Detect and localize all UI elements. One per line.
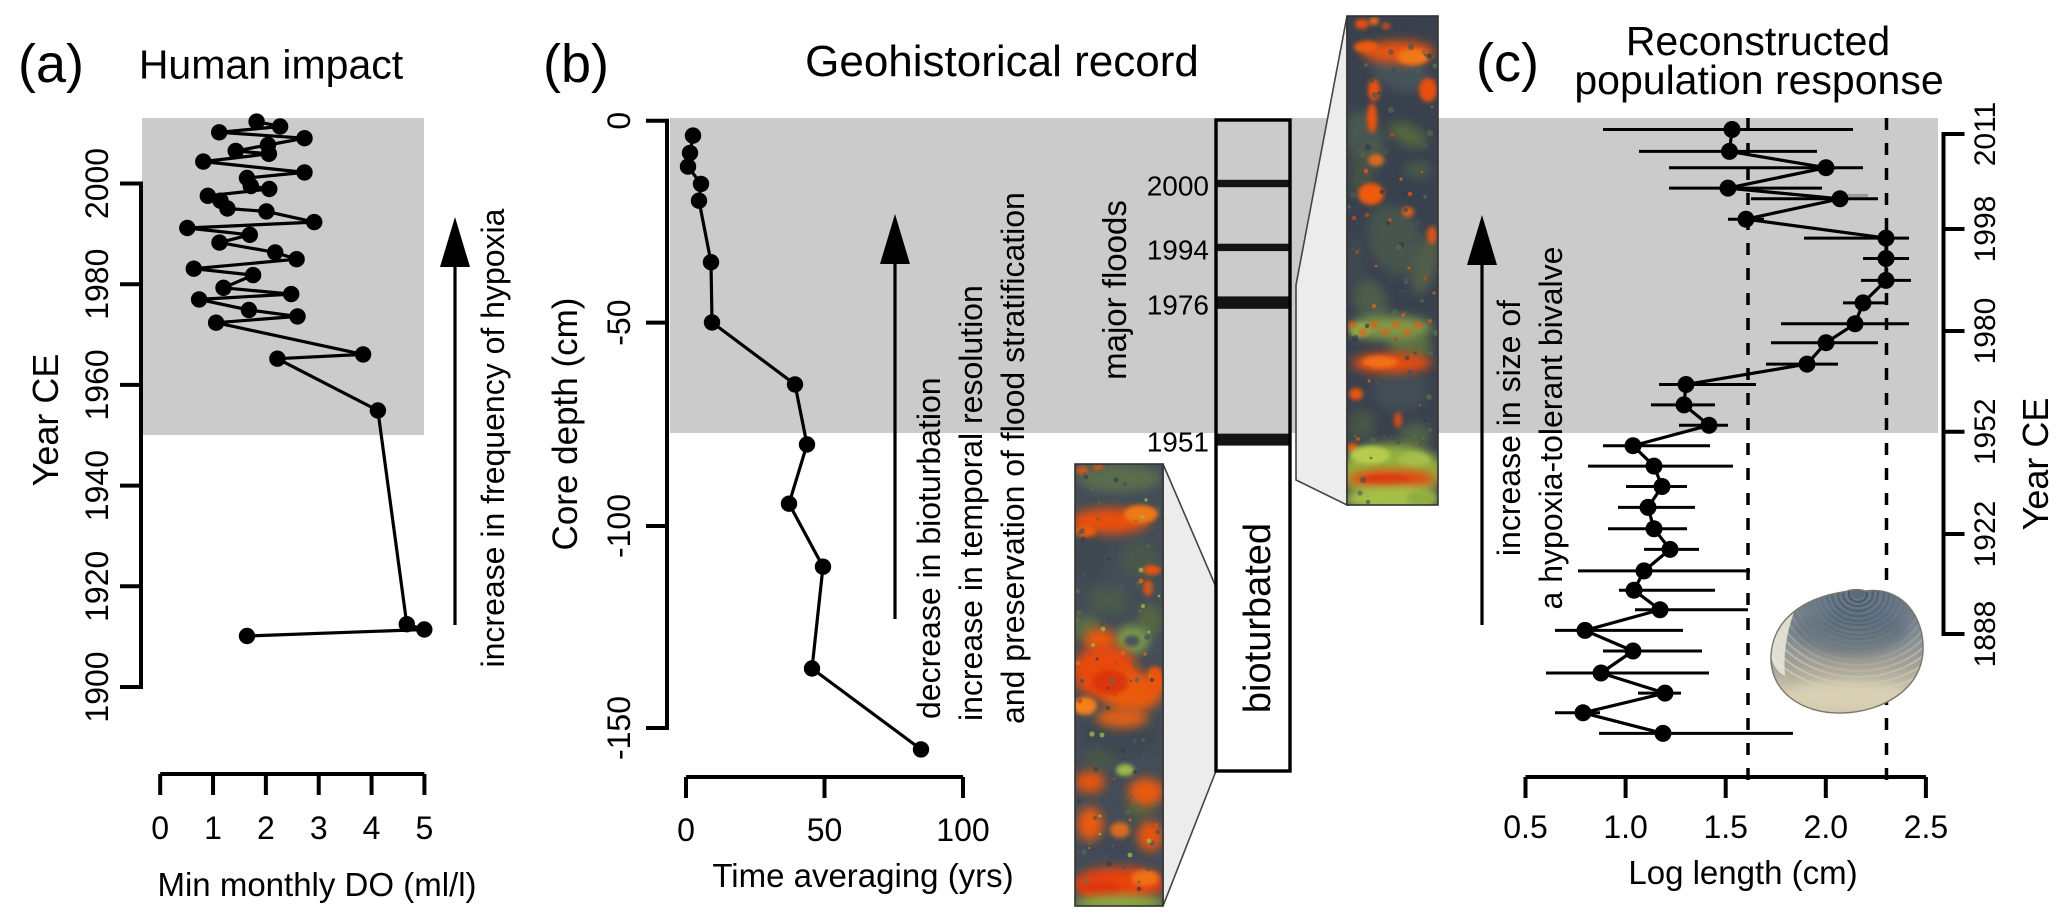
svg-text:population response: population response xyxy=(1574,57,1943,103)
svg-text:major floods: major floods xyxy=(1096,200,1133,380)
svg-text:-100: -100 xyxy=(601,494,637,558)
svg-text:2: 2 xyxy=(257,810,275,846)
svg-text:Time averaging (yrs): Time averaging (yrs) xyxy=(712,857,1013,894)
svg-text:3: 3 xyxy=(310,810,328,846)
svg-text:and preservation of flood stra: and preservation of flood stratification xyxy=(995,192,1031,724)
svg-text:2.5: 2.5 xyxy=(1904,809,1948,845)
svg-text:1980: 1980 xyxy=(1969,298,2002,365)
svg-text:1994: 1994 xyxy=(1147,234,1209,265)
svg-text:1998: 1998 xyxy=(1969,196,2002,263)
svg-text:increase in frequency of hypox: increase in frequency of hypoxia xyxy=(475,208,511,667)
svg-text:1.0: 1.0 xyxy=(1603,809,1647,845)
svg-text:2000: 2000 xyxy=(1147,171,1209,202)
svg-text:1976: 1976 xyxy=(1147,290,1209,321)
svg-text:a hypoxia-tolerant bivalve: a hypoxia-tolerant bivalve xyxy=(1533,247,1569,610)
svg-text:1900: 1900 xyxy=(79,651,115,722)
svg-text:Min monthly DO (ml/l): Min monthly DO (ml/l) xyxy=(157,866,476,903)
svg-text:100: 100 xyxy=(936,812,989,848)
svg-text:-150: -150 xyxy=(601,696,637,760)
svg-text:Human impact: Human impact xyxy=(139,42,404,88)
svg-text:1980: 1980 xyxy=(79,249,115,320)
svg-text:1951: 1951 xyxy=(1147,427,1209,458)
svg-text:1922: 1922 xyxy=(1969,501,2002,568)
svg-text:2011: 2011 xyxy=(1969,102,2002,167)
svg-text:Reconstructed: Reconstructed xyxy=(1626,18,1890,64)
svg-text:Geohistorical record: Geohistorical record xyxy=(805,37,1199,86)
svg-text:1920: 1920 xyxy=(79,551,115,622)
svg-text:-50: -50 xyxy=(601,299,637,345)
svg-text:0: 0 xyxy=(677,812,695,848)
svg-text:2.0: 2.0 xyxy=(1804,809,1848,845)
svg-text:50: 50 xyxy=(807,812,843,848)
svg-text:(b): (b) xyxy=(543,34,609,94)
svg-text:1888: 1888 xyxy=(1969,601,2002,668)
svg-text:(a): (a) xyxy=(18,34,84,94)
svg-text:4: 4 xyxy=(363,810,381,846)
svg-text:1960: 1960 xyxy=(79,349,115,420)
svg-text:1952: 1952 xyxy=(1969,398,2002,465)
svg-text:(c): (c) xyxy=(1476,33,1539,93)
svg-text:Year CE: Year CE xyxy=(25,354,66,487)
svg-text:1.5: 1.5 xyxy=(1703,809,1747,845)
svg-text:0.5: 0.5 xyxy=(1503,809,1547,845)
svg-text:Core depth (cm): Core depth (cm) xyxy=(546,298,585,551)
svg-text:decrease in bioturbation: decrease in bioturbation xyxy=(911,377,947,719)
svg-text:Log length (cm): Log length (cm) xyxy=(1628,854,1857,891)
svg-text:Year CE: Year CE xyxy=(2015,398,2056,531)
svg-text:0: 0 xyxy=(601,112,637,130)
svg-text:2000: 2000 xyxy=(79,148,115,219)
svg-text:bioturbated: bioturbated xyxy=(1237,523,1279,713)
svg-text:1: 1 xyxy=(204,810,222,846)
svg-text:5: 5 xyxy=(416,810,434,846)
svg-text:increase in temporal resolutio: increase in temporal resolution xyxy=(953,285,989,721)
svg-text:1940: 1940 xyxy=(79,450,115,521)
svg-text:increase in size of: increase in size of xyxy=(1491,300,1527,556)
svg-text:0: 0 xyxy=(151,810,169,846)
